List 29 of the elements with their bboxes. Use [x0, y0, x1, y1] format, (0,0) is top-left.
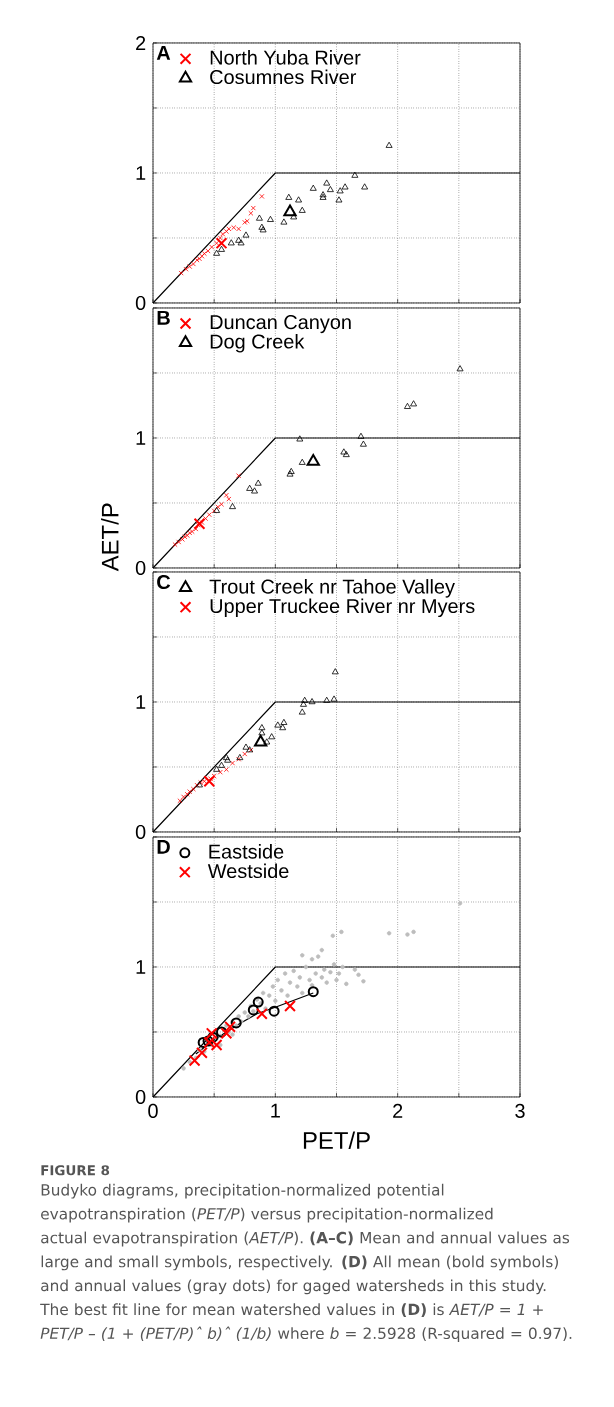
legend-label: Westside — [207, 863, 289, 879]
legend-label: Dog Creek — [210, 333, 305, 353]
legend-label: Upper Truckee River nr Myers — [210, 598, 475, 618]
y-tick-label: 1 — [136, 695, 146, 709]
y-tick-label: 0 — [135, 560, 146, 576]
x-axis-title: PET/P — [303, 1131, 370, 1149]
y-tick-label: 1 — [136, 431, 146, 445]
x-tick-label: 3 — [515, 1103, 525, 1118]
y-tick-label: 0 — [135, 1089, 146, 1105]
annotation: C — [157, 574, 171, 590]
caption: FIGURE 8 — [41, 1165, 110, 1176]
legend-label: Eastside — [209, 844, 284, 859]
legend-label: Trout Creek nr Tahoe Valley — [209, 579, 455, 598]
y-tick-label: 1 — [136, 166, 146, 180]
x-tick-label: 0 — [148, 1103, 158, 1118]
x-tick-label: 2 — [393, 1103, 403, 1118]
y-tick-label: 0 — [135, 295, 146, 311]
y-tick-label: 1 — [136, 960, 146, 974]
y-tick-label: 0 — [135, 824, 146, 840]
annotation: D — [157, 839, 170, 854]
legend-label: Cosumnes River — [210, 69, 357, 85]
annotation: B — [157, 310, 170, 325]
y-tick-label: 2 — [136, 36, 146, 50]
legend-label: Duncan Canyon — [210, 315, 351, 334]
text: Budyko diagrams, precipitation-normalized potential evapotranspiration (PET/P) versus precipitation-normalized actual evapotranspiration (AET/P). (A–C) Mean and annual values as large and small symbols, respectively. (D) All mean (bold symbols) and annual values (gray dots) for gaged watersheds in this study. The best fit line for mean watershed values in (D) is AET/P = 1 + PET/P – (1 + (PET/P)ˆ b)ˆ (1/b) where b = 2.5928 (R-squared = 0.97). — [40, 1183, 572, 1343]
annotation: A — [156, 45, 171, 60]
x-tick-label: 1 — [271, 1103, 280, 1118]
legend-label: North Yuba River — [210, 50, 361, 65]
y-axis-title: AET/P — [101, 503, 119, 572]
